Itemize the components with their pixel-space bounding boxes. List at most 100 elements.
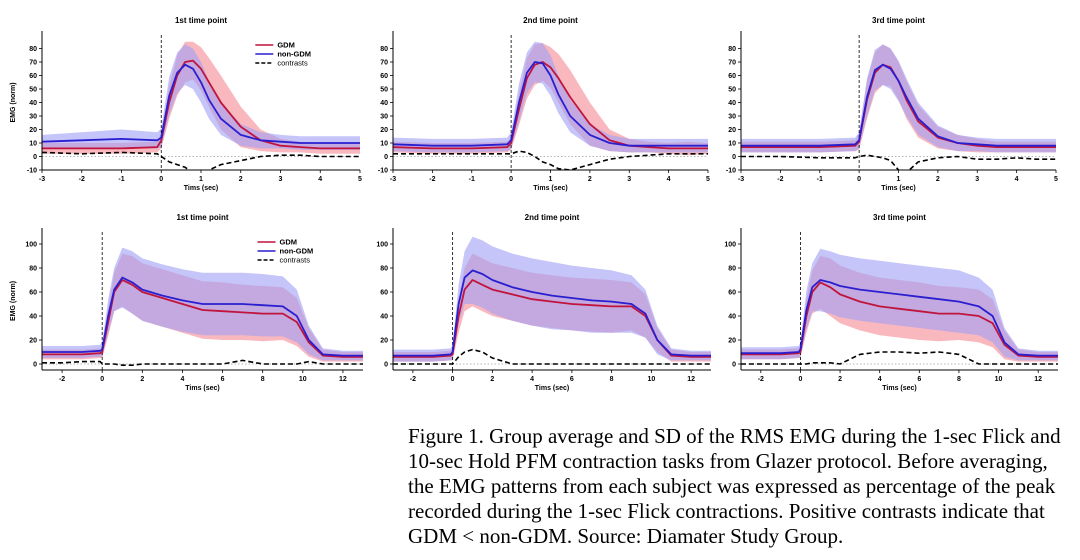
y-tick-label: 70	[380, 60, 388, 67]
x-tick-label: 4	[878, 376, 882, 383]
x-tick-label: 0	[451, 376, 455, 383]
y-tick-label: 20	[29, 338, 37, 345]
y-tick-label: 60	[728, 290, 736, 297]
legend-label: GDM	[280, 238, 298, 247]
plot-area	[393, 35, 708, 170]
y-tick-label: 80	[380, 46, 388, 53]
x-tick-label: 0	[100, 376, 104, 383]
legend-label: contrasts	[277, 59, 308, 68]
plot-area	[741, 35, 1056, 170]
y-tick-label: 80	[29, 266, 37, 273]
y-tick-label: 20	[380, 127, 388, 134]
x-tick-label: -2	[777, 176, 783, 183]
x-tick-label: -2	[758, 376, 764, 383]
chart-title: 2nd time point	[523, 16, 578, 25]
x-tick-label: 12	[339, 376, 347, 383]
contrasts-line	[42, 151, 360, 170]
x-tick-label: 1	[897, 176, 901, 183]
non-gdm-line	[741, 279, 1058, 357]
x-tick-label: 10	[647, 376, 655, 383]
x-tick-label: -1	[118, 176, 124, 183]
y-tick-label: 60	[29, 73, 37, 80]
y-tick-label: 40	[728, 314, 736, 321]
y-tick-label: 50	[728, 87, 736, 94]
y-tick-label: 70	[728, 60, 736, 67]
x-tick-label: -2	[79, 176, 85, 183]
x-tick-label: 3	[279, 176, 283, 183]
y-tick-label: 0	[384, 362, 388, 369]
legend-label: non-GDM	[280, 247, 314, 256]
legend-label: GDM	[277, 41, 295, 50]
y-tick-label: 10	[29, 141, 37, 148]
gdm-line	[42, 59, 360, 150]
x-axis-label: Tims (sec)	[881, 185, 916, 192]
legend-label: contrasts	[280, 256, 311, 265]
x-tick-label: 4	[530, 376, 534, 383]
y-tick-label: 0	[33, 362, 37, 369]
chart-title: 3rd time point	[873, 213, 926, 222]
y-tick-label: 60	[29, 290, 37, 297]
contrasts-line	[741, 154, 1056, 170]
y-tick-label: 0	[384, 154, 388, 161]
y-axis-label: EMG (norm)	[10, 82, 17, 122]
x-tick-label: 1	[199, 176, 203, 183]
plot-area	[741, 232, 1058, 370]
y-tick-label: 50	[380, 87, 388, 94]
chart-title: 3rd time point	[872, 16, 925, 25]
x-tick-label: 2	[239, 176, 243, 183]
legend-label: non-GDM	[277, 50, 311, 59]
y-axis-label: EMG (norm)	[10, 281, 17, 321]
gdm-line	[42, 279, 363, 358]
y-tick-label: 0	[33, 154, 37, 161]
x-tick-label: 6	[221, 376, 225, 383]
non-gdm-line	[393, 269, 711, 357]
y-tick-label: 30	[380, 114, 388, 121]
non-gdm-sd-band	[741, 44, 1056, 153]
y-tick-label: 80	[728, 46, 736, 53]
plot-area	[42, 232, 363, 370]
x-tick-label: 8	[261, 376, 265, 383]
x-tick-label: 12	[1034, 376, 1042, 383]
x-tick-label: -1	[469, 176, 475, 183]
y-tick-label: 40	[29, 100, 37, 107]
x-tick-label: 2	[588, 176, 592, 183]
chart-panel-6: 0 20 40 60 80 100 -2 0 2 4 6 8 10 12 3rd time point Tim…	[724, 213, 1058, 392]
x-tick-label: -3	[39, 176, 45, 183]
y-tick-label: 20	[29, 127, 37, 134]
x-tick-label: -3	[390, 176, 396, 183]
non-gdm-sd-band	[42, 44, 360, 150]
x-tick-label: 4	[318, 176, 322, 183]
y-tick-label: 100	[25, 242, 37, 249]
x-tick-label: 2	[490, 376, 494, 383]
plot-area	[42, 35, 360, 170]
x-tick-label: 5	[358, 176, 362, 183]
x-tick-label: -2	[59, 376, 65, 383]
x-tick-label: 1	[549, 176, 553, 183]
x-tick-label: 8	[610, 376, 614, 383]
y-tick-label: 60	[380, 290, 388, 297]
x-tick-label: -2	[410, 376, 416, 383]
x-tick-label: 4	[180, 376, 184, 383]
x-tick-label: -1	[817, 176, 823, 183]
x-tick-label: 4	[667, 176, 671, 183]
contrasts-line	[42, 359, 363, 367]
non-gdm-sd-band	[393, 41, 708, 153]
chart-panel-5: 0 20 40 60 80 100 -2 0 2 4 6 8 10 12 2nd time point Tim…	[376, 213, 711, 392]
x-tick-label: -2	[429, 176, 435, 183]
gdm-line	[741, 281, 1058, 358]
non-gdm-sd-band	[393, 236, 711, 362]
non-gdm-line	[741, 63, 1056, 147]
x-tick-label: 4	[1015, 176, 1019, 183]
gdm-line	[393, 61, 708, 150]
x-tick-label: 2	[140, 376, 144, 383]
contrasts-line	[741, 351, 1058, 365]
y-tick-label: -10	[378, 168, 388, 175]
y-tick-label: 80	[380, 266, 388, 273]
x-tick-label: 0	[509, 176, 513, 183]
